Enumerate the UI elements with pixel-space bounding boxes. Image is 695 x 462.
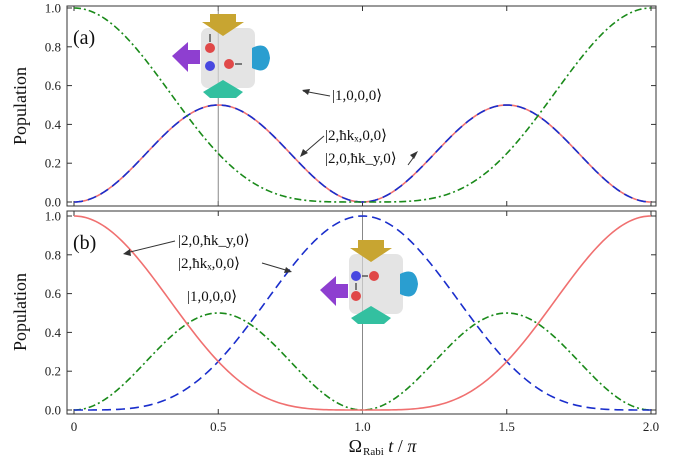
svg-text:Rabi t / π: Rabi t / π xyxy=(363,436,417,458)
y-tick-label: 0.6 xyxy=(45,286,62,301)
panel-a-annotations: |1,0,0,0⟩ |2,ħkₓ,0,0⟩ |2,0,ħk_y,0⟩ xyxy=(300,88,418,167)
panel-b-label: (b) xyxy=(73,232,96,254)
annotation-label: |1,0,0,0⟩ xyxy=(332,88,382,104)
y-tick-label: 0.0 xyxy=(45,195,61,210)
panel-a-label: (a) xyxy=(73,27,95,49)
y-tick-label: 0.8 xyxy=(45,39,61,54)
y-tick-label: 1.0 xyxy=(45,209,61,224)
x-tick-label: 0 xyxy=(71,419,78,434)
panel-a: 0.0 0.2 0.4 0.6 0.8 1.0 (a) Population |1,0,0… xyxy=(10,1,657,210)
series-line xyxy=(74,215,651,411)
annotation-label: |2,0,ħk_y,0⟩ xyxy=(325,151,397,167)
annotation-label: |2,ħkₓ,0,0⟩ xyxy=(325,128,387,144)
panel-a-series xyxy=(73,7,652,203)
atom-laser-cross-schematic-icon xyxy=(172,14,270,98)
panel-a-frame xyxy=(66,5,657,207)
atom-laser-cross-schematic-icon xyxy=(320,240,418,324)
panel-a-y-ticks: 0.0 0.2 0.4 0.6 0.8 1.0 xyxy=(45,1,656,210)
x-tick-label: 1.5 xyxy=(499,419,515,434)
panel-b-series xyxy=(73,215,652,411)
annotation-label: |2,0,ħk_y,0⟩ xyxy=(178,233,250,249)
x-tick-label: 1.0 xyxy=(354,419,370,434)
x-tick-label: 2.0 xyxy=(643,419,659,434)
annotation-label: |2,ħkₓ,0,0⟩ xyxy=(178,256,240,272)
panel-a-ylabel: Population xyxy=(10,67,30,145)
y-tick-label: 0.8 xyxy=(45,247,61,262)
annotation-label: |1,0,0,0⟩ xyxy=(187,289,237,305)
y-tick-label: 0.2 xyxy=(45,156,61,171)
panel-a-x-ticks xyxy=(73,6,652,206)
panel-b-x-ticks: 0 0.5 1.0 1.5 2.0 xyxy=(71,211,659,434)
x-tick-label: 0.5 xyxy=(210,419,226,434)
y-tick-label: 0.0 xyxy=(45,403,61,418)
panel-b-frame xyxy=(66,210,657,415)
panel-b-annotations: |2,0,ħk_y,0⟩ |2,ħkₓ,0,0⟩ |1,0,0,0⟩ xyxy=(123,233,292,305)
panel-b-ylabel: Population xyxy=(10,273,30,351)
y-tick-label: 0.6 xyxy=(45,78,62,93)
panel-b-y-ticks: 0.0 0.2 0.4 0.6 0.8 1.0 xyxy=(45,209,656,418)
series-line xyxy=(73,312,652,411)
series-line xyxy=(73,7,652,203)
y-tick-label: 1.0 xyxy=(45,1,61,16)
series-line xyxy=(73,215,652,411)
y-tick-label: 0.4 xyxy=(45,325,62,340)
y-tick-label: 0.2 xyxy=(45,364,61,379)
panel-b: 0.0 0.2 0.4 0.6 0.8 1.0 0 0.5 1.0 1.5 2.0 (b) Pop… xyxy=(10,209,659,435)
series-line xyxy=(73,104,652,203)
x-axis-title: Ω Rabi t / π xyxy=(349,436,418,458)
y-tick-label: 0.4 xyxy=(45,117,62,132)
svg-text:Ω: Ω xyxy=(349,436,362,456)
